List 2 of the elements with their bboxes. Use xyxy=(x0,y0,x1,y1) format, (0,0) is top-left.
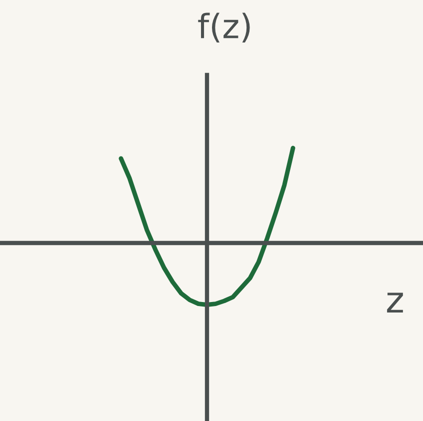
x-axis-title: z xyxy=(387,292,403,312)
y-axis-title: f(z) xyxy=(198,12,250,42)
